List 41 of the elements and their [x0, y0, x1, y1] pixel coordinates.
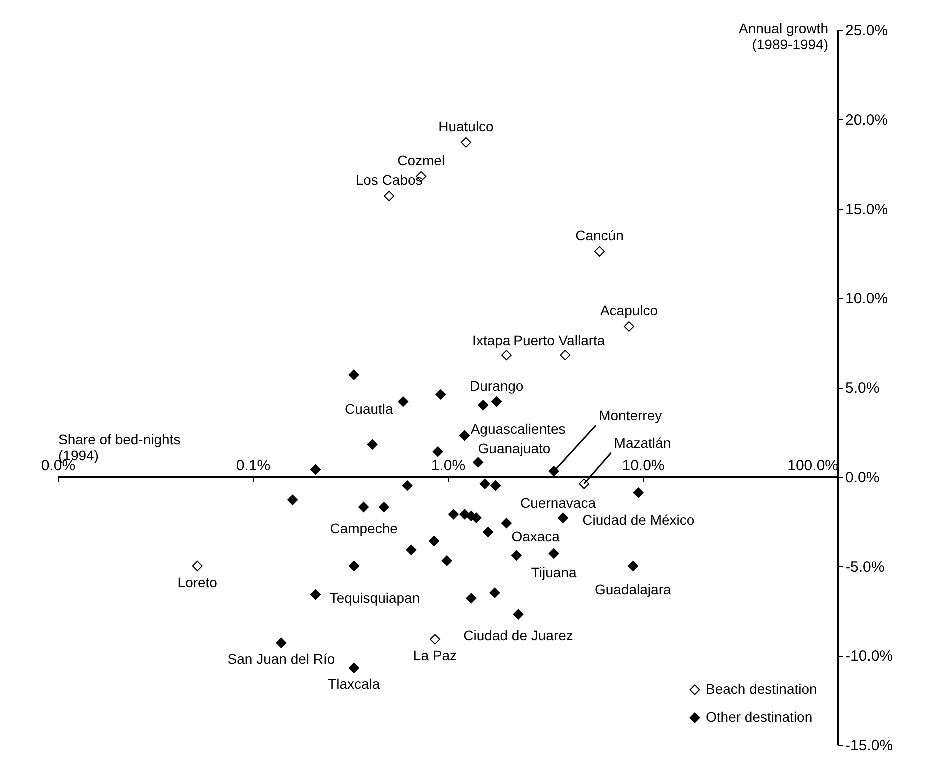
- annotation: Ciudad de México: [582, 512, 695, 528]
- x-tick-label: 100.0%: [788, 457, 838, 474]
- legend-label: Other destination: [706, 709, 813, 725]
- annotation: Cozmel: [398, 152, 446, 169]
- annotation: Los Cabos: [356, 172, 423, 188]
- annotation: Tijuana: [531, 564, 577, 581]
- y-tick-label: 0.0%: [846, 469, 880, 486]
- annotation: Mazatlán: [614, 435, 672, 452]
- annotation: Ixtapa: [472, 332, 511, 348]
- legend-label: Beach destination: [706, 681, 818, 697]
- annotation: Acapulco: [600, 302, 658, 319]
- annotation: Ciudad de Juarez: [464, 628, 574, 644]
- y-tick-label: -5.0%: [846, 558, 885, 576]
- annotation: Loreto: [178, 574, 218, 590]
- x-tick-label: 1.0%: [431, 457, 466, 474]
- annotation: Durango: [470, 378, 524, 394]
- y-axis-title: Annual growth (1989-1994): [738, 20, 828, 52]
- annotation: Aguascalientes: [470, 420, 566, 437]
- annotation: Cancún: [576, 228, 624, 244]
- y-tick-label: 10.0%: [846, 290, 888, 308]
- annotation: Oaxaca: [512, 528, 560, 544]
- y-tick-label: -10.0%: [846, 648, 894, 666]
- annotation: Cuernavaca: [520, 494, 596, 511]
- annotation: Cuautla: [345, 400, 394, 417]
- annotation: Puerto Vallarta: [514, 332, 606, 348]
- annotation: La Paz: [413, 648, 458, 664]
- y-tick-label: 20.0%: [846, 112, 888, 129]
- x-tick-label: 0.1%: [236, 457, 271, 474]
- y-tick-label: -15.0%: [846, 738, 894, 754]
- annotation: San Juan del Río: [228, 651, 336, 668]
- annotation: Tlaxcala: [328, 676, 380, 692]
- y-tick-label: 15.0%: [846, 201, 888, 218]
- annotation: Guadalajara: [594, 581, 672, 598]
- annotation: Huatulco: [438, 118, 494, 135]
- y-tick-label: 25.0%: [846, 22, 888, 40]
- annotation: Guanajuato: [478, 440, 551, 457]
- y-tick-label: 5.0%: [846, 380, 880, 397]
- annotation: Campeche: [330, 520, 398, 536]
- annotation: Tequisquiapan: [330, 590, 420, 606]
- annotation: Monterrey: [599, 408, 662, 424]
- x-tick-label: 10.0%: [622, 457, 665, 474]
